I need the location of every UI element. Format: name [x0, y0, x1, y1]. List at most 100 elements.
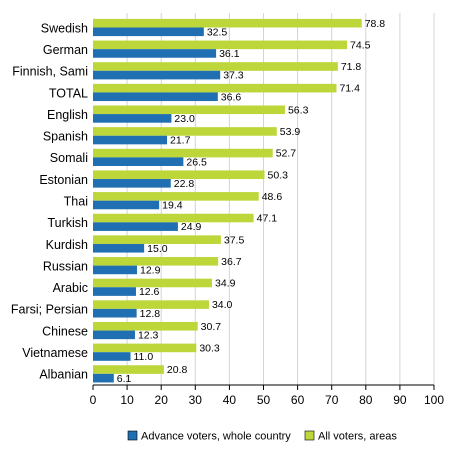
- bar-all-voters: [93, 148, 273, 158]
- category-label: English: [47, 108, 88, 122]
- value-label-advance-voters: 24.9: [181, 221, 202, 233]
- value-label-advance-voters: 21.7: [170, 135, 191, 147]
- x-tick-label: 90: [393, 393, 407, 407]
- category-label: Albanian: [39, 368, 88, 382]
- bar-all-voters: [93, 300, 209, 309]
- value-label-advance-voters: 12.8: [140, 308, 161, 320]
- bar-all-voters: [93, 278, 213, 288]
- value-label-all-voters: 34.0: [212, 299, 233, 311]
- bar-advance-voters: [93, 200, 160, 210]
- value-label-all-voters: 20.8: [167, 364, 188, 376]
- category-label: Thai: [64, 195, 88, 209]
- category-label: German: [43, 43, 88, 57]
- value-labels: 78.8 32.5 74.5 36.1 71.8 37.3 71.4 36.6 56.3 23.0…: [117, 18, 386, 385]
- bar-advance-voters: [93, 352, 131, 361]
- x-tick-label: 50: [257, 393, 271, 407]
- category-label: Finnish, Sami: [12, 65, 88, 79]
- value-label-all-voters: 56.3: [288, 104, 309, 116]
- value-label-advance-voters: 26.5: [186, 156, 207, 168]
- x-tick-label: 60: [291, 393, 305, 407]
- value-label-all-voters: 48.6: [262, 191, 283, 203]
- value-label-advance-voters: 12.9: [140, 265, 161, 277]
- bar-all-voters: [93, 127, 277, 136]
- value-label-all-voters: 34.9: [215, 278, 236, 290]
- bar-advance-voters: [93, 157, 184, 166]
- value-label-all-voters: 50.3: [268, 169, 289, 181]
- x-tick-label: 70: [325, 393, 339, 407]
- bar-all-voters: [93, 192, 259, 201]
- x-tick-label: 0: [90, 393, 97, 407]
- value-label-advance-voters: 22.8: [174, 178, 195, 190]
- category-label: Arabic: [53, 281, 88, 295]
- legend-label: All voters, areas: [318, 431, 397, 443]
- x-tick-label: 80: [359, 393, 373, 407]
- bar-all-voters: [93, 365, 164, 374]
- bar-advance-voters: [93, 27, 204, 37]
- value-label-advance-voters: 32.5: [207, 26, 228, 38]
- value-label-advance-voters: 19.4: [162, 200, 183, 212]
- x-axis: 0 10 20 30 40 50 60 70 80 90 100: [90, 384, 444, 407]
- bar-advance-voters: [93, 373, 114, 383]
- bar-advance-voters: [93, 222, 178, 231]
- bar-all-voters: [93, 213, 254, 223]
- category-label: Kurdish: [46, 238, 88, 252]
- legend-label: Advance voters, whole country: [141, 431, 291, 443]
- bar-advance-voters: [93, 92, 218, 102]
- value-label-all-voters: 30.3: [199, 343, 220, 355]
- bar-all-voters: [93, 62, 338, 71]
- value-label-all-voters: 36.7: [221, 256, 242, 268]
- category-label: Vietnamese: [22, 346, 88, 360]
- bar-advance-voters: [93, 49, 217, 58]
- bar-advance-voters: [93, 243, 145, 253]
- value-label-advance-voters: 36.6: [221, 91, 242, 103]
- bar-all-voters: [93, 257, 219, 266]
- bar-all-voters: [93, 40, 348, 50]
- value-label-all-voters: 74.5: [350, 39, 371, 51]
- value-label-advance-voters: 15.0: [147, 243, 168, 255]
- bar-advance-voters: [93, 330, 135, 340]
- value-label-advance-voters: 6.1: [117, 373, 132, 385]
- legend: Advance voters, whole country All voters,…: [127, 430, 397, 443]
- value-label-all-voters: 37.5: [224, 234, 245, 246]
- value-label-all-voters: 71.8: [341, 61, 362, 73]
- bar-advance-voters: [93, 287, 136, 296]
- category-label: Estonian: [39, 173, 88, 187]
- value-label-all-voters: 52.7: [276, 148, 297, 160]
- bar-all-voters: [93, 83, 337, 93]
- value-label-advance-voters: 12.6: [139, 286, 160, 298]
- bar-advance-voters: [93, 265, 137, 275]
- bar-all-voters: [93, 18, 362, 28]
- legend-swatch: [304, 430, 315, 441]
- value-label-advance-voters: 23.0: [174, 113, 195, 125]
- x-tick-label: 100: [424, 393, 444, 407]
- bar-all-voters: [93, 235, 221, 244]
- value-label-advance-voters: 36.1: [219, 48, 240, 60]
- x-tick-label: 40: [223, 393, 237, 407]
- value-label-advance-voters: 12.3: [138, 329, 159, 341]
- bar-advance-voters: [93, 179, 171, 188]
- category-label: Swedish: [41, 21, 88, 35]
- value-label-advance-voters: 37.3: [223, 70, 244, 82]
- category-label: Spanish: [43, 130, 88, 144]
- value-label-all-voters: 30.7: [201, 321, 222, 333]
- bar-advance-voters: [93, 308, 137, 318]
- bar-advance-voters: [93, 70, 221, 80]
- value-label-all-voters: 71.4: [339, 83, 360, 95]
- bars: [93, 18, 362, 383]
- category-label: Somali: [50, 151, 88, 165]
- category-label: TOTAL: [49, 86, 88, 100]
- category-label: Turkish: [47, 216, 88, 230]
- value-label-advance-voters: 11.0: [134, 351, 154, 363]
- x-tick-label: 10: [120, 393, 134, 407]
- category-labels: Swedish German Finnish, Sami TOTAL English Sp…: [11, 21, 88, 381]
- bar-all-voters: [93, 343, 197, 353]
- bar-advance-voters: [93, 135, 167, 145]
- category-label: Russian: [43, 259, 88, 273]
- x-tick-label: 30: [189, 393, 203, 407]
- value-label-all-voters: 53.9: [280, 126, 301, 138]
- category-label: Chinese: [42, 324, 88, 338]
- x-tick-label: 20: [155, 393, 169, 407]
- value-label-all-voters: 47.1: [257, 213, 278, 225]
- bar-all-voters: [93, 321, 198, 331]
